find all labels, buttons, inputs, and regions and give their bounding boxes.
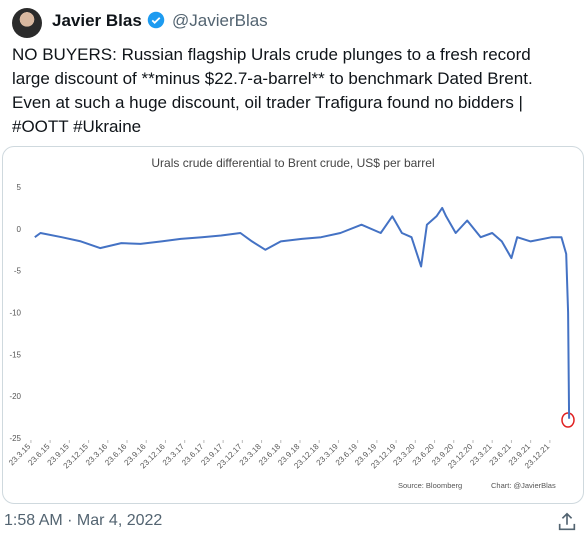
chart-title: Urals crude differential to Brent crude,… [151, 156, 434, 170]
chart: Urals crude differential to Brent crude,… [7, 156, 575, 490]
chart-card[interactable]: Urals crude differential to Brent crude,… [2, 146, 584, 504]
tweet-text: NO BUYERS: Russian flagship Urals crude … [12, 45, 533, 136]
y-tick-label: -10 [9, 309, 21, 318]
data-line [34, 206, 571, 419]
chart-credit: Chart: @JavierBlas [491, 481, 556, 490]
chart-source: Source: Bloomberg [398, 481, 462, 490]
y-tick-label: -15 [9, 350, 21, 359]
y-tick-label: 0 [17, 225, 22, 234]
highlight-circle [561, 412, 575, 428]
share-icon[interactable] [556, 511, 578, 533]
y-tick-label: -5 [14, 267, 22, 276]
avatar[interactable] [12, 8, 42, 38]
y-tick-label: -20 [9, 392, 21, 401]
author-handle[interactable]: @JavierBlas [172, 11, 268, 30]
verified-badge [147, 11, 165, 29]
author-name[interactable]: Javier Blas [52, 11, 142, 30]
y-tick-label: -25 [9, 434, 21, 443]
timestamp[interactable]: 1:58 AM · Mar 4, 2022 [4, 512, 163, 529]
y-tick-label: 5 [17, 183, 22, 192]
